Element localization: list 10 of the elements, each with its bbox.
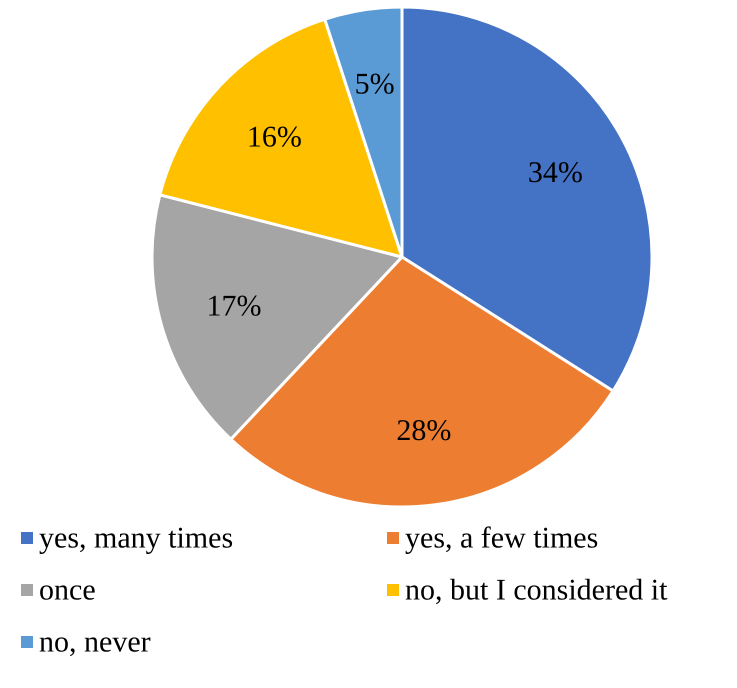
legend-label: no, but I considered it [405,574,668,606]
legend-label: once [39,574,96,606]
legend-label: yes, many times [39,522,234,554]
data-label: 28% [396,414,452,448]
legend-label: yes, a few times [405,522,598,554]
data-label: 16% [246,120,302,154]
legend-label: no, never [39,626,151,658]
data-label: 17% [206,289,262,322]
data-label: 5% [354,68,395,101]
data-label: 34% [528,156,583,190]
